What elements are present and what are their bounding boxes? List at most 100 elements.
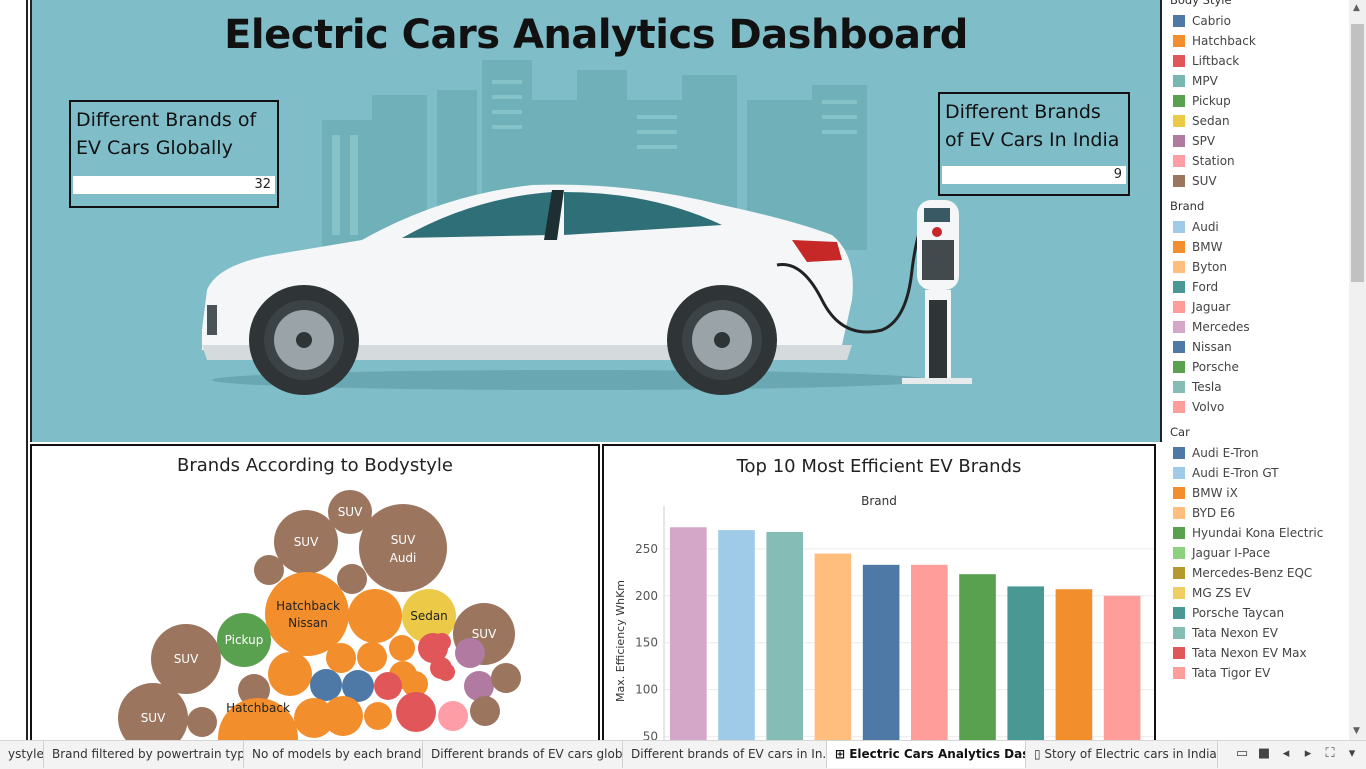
legend-swatch [1173, 567, 1185, 579]
legend-label: MPV [1192, 74, 1218, 88]
fullscreen-icon[interactable]: ⛶ [1325, 746, 1335, 761]
sheet-tab[interactable]: Different brands of EV cars in In... [623, 741, 827, 768]
legend-label: Sedan [1192, 114, 1230, 128]
hero-banner: Electric Cars Analytics Dashboard Differ… [30, 0, 1162, 442]
bubble [491, 663, 521, 693]
sheet-tab[interactable]: ystyle [0, 741, 44, 768]
bar-chart-column-header: Brand [861, 494, 897, 508]
legend-label: Station [1192, 154, 1235, 168]
legend-label: BMW iX [1192, 486, 1238, 500]
legend-swatch [1173, 261, 1185, 273]
bubble [326, 643, 356, 673]
bar[interactable] [1007, 586, 1045, 744]
bar[interactable] [670, 527, 707, 744]
legend-swatch [1173, 447, 1185, 459]
legend-header-car: Car [1170, 425, 1190, 439]
legend-label: MG ZS EV [1192, 586, 1251, 600]
ev-car-illustration [202, 60, 972, 395]
sheet-tab[interactable]: ⊞ Electric Cars Analytics Das... [827, 741, 1026, 768]
bubble-label: Nissan [288, 616, 328, 630]
sheet-tab[interactable]: No of models by each brands [244, 741, 423, 768]
bubble [118, 683, 188, 742]
bar-chart[interactable]: 50 100 150 200 250 Max. Efficiency WhKm [604, 446, 1156, 744]
bubble [396, 692, 436, 732]
sheet-tab[interactable]: Different brands of EV cars glob... [423, 741, 623, 768]
legend-swatch [1173, 361, 1185, 373]
legend-label: Mercedes [1192, 320, 1250, 334]
bubble-label: SUV [338, 505, 363, 519]
bubble [433, 633, 451, 651]
bar[interactable] [1055, 589, 1093, 744]
bubble [265, 572, 349, 656]
bubble-chart-panel: Brands According to Bodystyle [30, 444, 600, 744]
legend-swatch [1173, 627, 1185, 639]
scroll-up-icon[interactable]: ▲ [1353, 3, 1360, 13]
bar-chart-panel: Top 10 Most Efficient EV Brands Brand 50… [602, 444, 1156, 744]
scroll-thumb[interactable] [1351, 24, 1364, 282]
bubble [328, 490, 372, 534]
bar[interactable] [718, 530, 755, 744]
bubble [402, 589, 456, 643]
legend-label: Mercedes-Benz EQC [1192, 566, 1313, 580]
bubble-label: Hatchback [226, 701, 290, 715]
legend-label: Jaguar I-Pace [1192, 546, 1271, 560]
show-tabs-icon[interactable]: ■ [1257, 746, 1271, 761]
bubble [323, 696, 363, 736]
y-tick-label: 200 [635, 589, 658, 603]
bubble-label: Sedan [410, 609, 448, 623]
show-filmstrip-icon[interactable]: ▭ [1235, 746, 1249, 761]
kpi-india-brands[interactable]: Different Brands of EV Cars In India 9 [938, 92, 1130, 196]
legend-label: Audi E-Tron [1192, 446, 1259, 460]
legend-swatch [1173, 175, 1185, 187]
legend-swatch [1173, 321, 1185, 333]
dashboard-frame [26, 0, 28, 740]
legend-swatch [1173, 221, 1185, 233]
kpi-global-brands[interactable]: Different Brands of EV Cars Globally 32 [69, 100, 279, 208]
legend-label: Porsche Taycan [1192, 606, 1285, 620]
next-sheet-icon[interactable]: ▸ [1304, 746, 1312, 761]
legend-swatch [1173, 647, 1185, 659]
bubble [310, 669, 342, 701]
legend-label: Tata Nexon EV Max [1192, 646, 1307, 660]
sheet-tab[interactable]: Brand filtered by powertrain type [44, 741, 244, 768]
bar[interactable] [959, 574, 996, 744]
legend-swatch [1173, 55, 1185, 67]
legend-label: Jaguar [1192, 300, 1231, 314]
bubble-label: SUV [472, 627, 497, 641]
sheet-tab-label: Electric Cars Analytics Das... [849, 747, 1026, 761]
scroll-down-icon[interactable]: ▼ [1353, 726, 1360, 736]
bar[interactable] [862, 564, 900, 744]
bubble [464, 671, 494, 701]
y-tick-label: 150 [635, 636, 658, 650]
legend-label: Nissan [1192, 340, 1232, 354]
bubble [348, 589, 402, 643]
bubble-chart[interactable]: SUV SUV SUV Audi Hatchback Nissan Sedan … [32, 446, 600, 744]
bar[interactable] [911, 564, 948, 744]
legend-scrollbar[interactable]: ▲ ▼ [1349, 0, 1366, 740]
legend-swatch [1173, 301, 1185, 313]
dashboard-icon: ⊞ [835, 747, 850, 761]
y-tick-label: 250 [635, 542, 658, 556]
legend-header-body-style: Body Style [1170, 0, 1232, 7]
sheet-tab[interactable]: ▯ Story of Electric cars in India [1026, 741, 1218, 768]
sheet-tab-label: Different brands of EV cars in In... [631, 747, 827, 761]
bubble [187, 707, 217, 737]
legend-label: Pickup [1192, 94, 1231, 108]
bar[interactable] [766, 531, 804, 744]
bubble-label: SUV [174, 652, 199, 666]
legend-swatch [1173, 381, 1185, 393]
kpi-global-value: 32 [73, 176, 275, 194]
legend-header-brand: Brand [1170, 199, 1205, 213]
first-sheet-icon[interactable]: ◂ [1282, 746, 1290, 761]
dashboard-title: Electric Cars Analytics Dashboard [224, 12, 968, 58]
legend-swatch [1173, 75, 1185, 87]
story-icon: ▯ [1034, 747, 1045, 761]
y-axis-label: Max. Efficiency WhKm [614, 580, 627, 702]
sheet-menu-icon[interactable]: ▾ [1348, 746, 1356, 761]
bubble [337, 564, 367, 594]
bubble [218, 698, 298, 742]
bar[interactable] [814, 553, 852, 744]
bubble [238, 674, 270, 706]
bubble-chart-title: Brands According to Bodystyle [177, 455, 453, 476]
bar[interactable] [1103, 595, 1141, 744]
